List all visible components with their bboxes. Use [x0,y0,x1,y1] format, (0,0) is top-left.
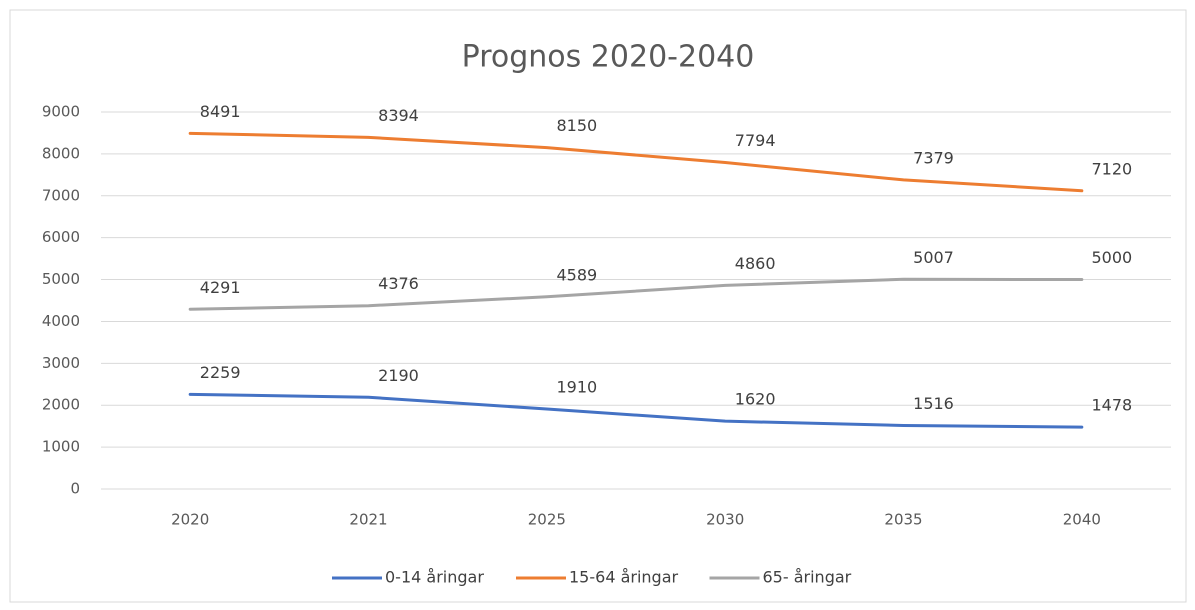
data-label: 7379 [913,148,954,167]
legend-label: 0-14 åringar [385,568,484,587]
data-label: 4589 [556,265,597,284]
y-tick-label: 7000 [42,186,80,204]
x-tick-label: 2020 [171,511,209,529]
y-tick-label: 4000 [42,312,80,330]
x-tick-label: 2035 [884,511,922,529]
data-label: 1620 [735,390,776,409]
chart-title: Prognos 2020-2040 [462,40,755,75]
y-tick-label: 0 [70,480,80,498]
data-label: 1478 [1091,396,1132,415]
x-tick-label: 2025 [528,511,566,529]
legend-label: 65- åringar [763,568,852,587]
chart-border [9,9,1187,603]
series-line [188,277,1084,311]
data-label: 1910 [556,377,597,396]
data-label: 4291 [200,278,241,297]
y-tick-label: 2000 [42,396,80,414]
data-label: 7120 [1091,159,1132,178]
data-label: 4860 [735,254,776,273]
x-tick-label: 2030 [706,511,744,529]
y-tick-label: 6000 [42,228,80,246]
data-label: 4376 [378,274,419,293]
data-label: 1516 [913,394,954,413]
y-tick-label: 8000 [42,144,80,162]
series-line [188,131,1084,193]
y-tick-label: 5000 [42,270,80,288]
data-label: 5007 [913,248,954,267]
data-label: 8491 [200,102,241,121]
data-label: 2190 [378,366,419,385]
y-tick-label: 1000 [42,438,80,456]
y-tick-label: 3000 [42,354,80,372]
legend-label: 15-64 åringar [569,568,679,587]
data-label: 8150 [556,116,597,135]
x-tick-label: 2021 [349,511,387,529]
data-label: 7794 [735,131,776,150]
data-label: 5000 [1091,248,1132,267]
y-tick-label: 9000 [42,103,80,121]
series-line [188,392,1084,429]
data-label: 8394 [378,106,419,125]
x-tick-label: 2040 [1063,511,1101,529]
data-label: 2259 [200,363,241,382]
